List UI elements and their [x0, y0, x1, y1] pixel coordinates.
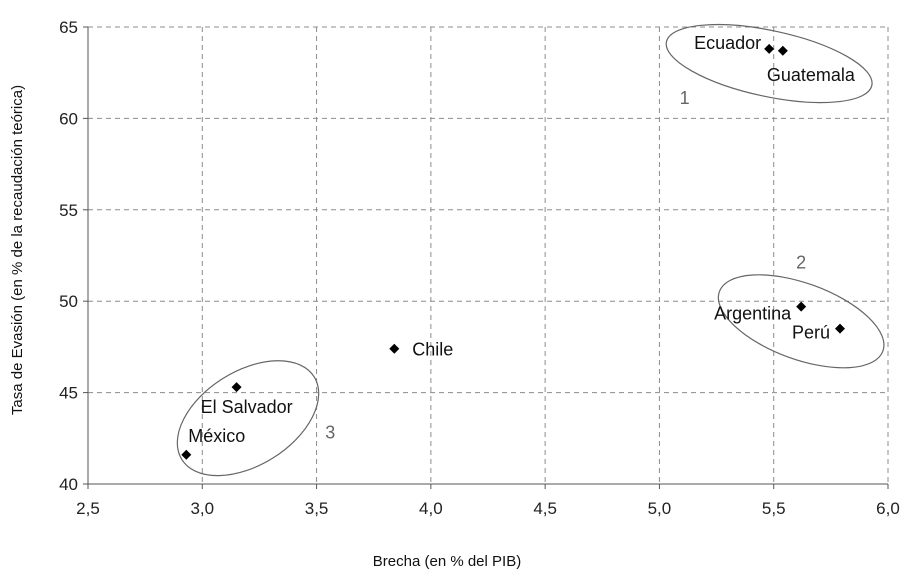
axes [83, 26, 889, 489]
x-tick-label: 2,5 [76, 499, 100, 518]
y-tick-label: 65 [59, 18, 78, 37]
y-tick-label: 45 [59, 384, 78, 403]
data-point-marker [231, 382, 242, 393]
cluster-number: 1 [680, 88, 690, 108]
y-tick-label: 60 [59, 109, 78, 128]
y-tick-label: 40 [59, 475, 78, 494]
cluster-number-labels: 1 2 3 [325, 88, 806, 443]
data-point-marker [181, 449, 192, 460]
point-label: Chile [412, 340, 453, 360]
y-axis-title: Tasa de Evasión (en % de la recaudación … [9, 85, 26, 415]
point-label: México [188, 426, 245, 446]
cluster-ellipse [176, 360, 320, 477]
x-tick-label: 6,0 [876, 499, 900, 518]
data-point-marker [777, 45, 788, 56]
data-points [181, 43, 845, 460]
x-tick-label: 3,0 [190, 499, 214, 518]
x-tick-label: 4,0 [419, 499, 443, 518]
y-tick-label: 50 [59, 292, 78, 311]
cluster-ellipse [665, 23, 873, 104]
data-point-marker [835, 323, 845, 334]
data-point-marker [764, 43, 775, 54]
point-label: Perú [792, 323, 830, 343]
x-tick-label: 3,5 [305, 499, 329, 518]
point-label: Argentina [714, 304, 792, 324]
point-label: El Salvador [201, 397, 293, 417]
data-point-marker [389, 343, 400, 354]
tick-labels: 2,5 3,0 3,5 4,0 4,5 5,0 5,5 6,0 40 45 50 55 60 65 [59, 18, 900, 518]
point-label: Guatemala [767, 65, 856, 85]
cluster-ellipses [176, 23, 885, 477]
point-label: Ecuador [694, 33, 761, 53]
cluster-ellipse [717, 274, 885, 369]
data-point-marker [796, 301, 807, 312]
y-tick-label: 55 [59, 201, 78, 220]
x-tick-label: 5,5 [762, 499, 786, 518]
cluster-number: 3 [325, 422, 335, 442]
x-tick-label: 4,5 [533, 499, 557, 518]
x-axis-title: Brecha (en % del PIB) [373, 553, 521, 570]
x-tick-label: 5,0 [648, 499, 672, 518]
cluster-number: 2 [796, 252, 806, 272]
